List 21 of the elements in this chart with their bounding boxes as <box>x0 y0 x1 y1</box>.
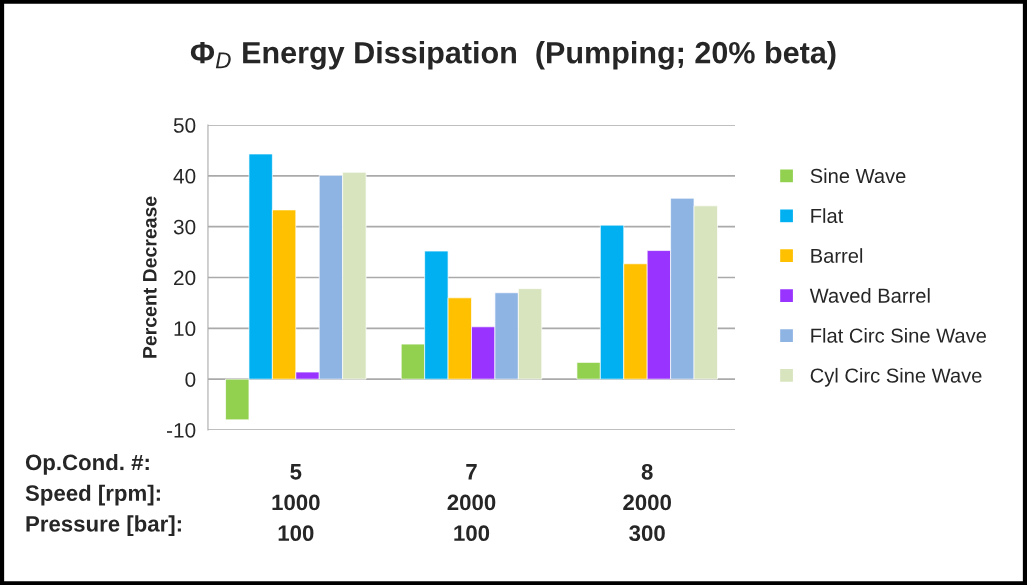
legend-label: Waved Barrel <box>809 288 930 303</box>
text: Speed [rpm]: <box>25 484 160 506</box>
text: Pressure [bar]: <box>26 515 181 537</box>
legend-label: Cyl Circ Sine Wave <box>810 367 982 387</box>
x-tick-label: 8 2000 300 <box>623 463 671 542</box>
y-tick-label: -10 <box>166 422 196 438</box>
text: Op.Cond. #: <box>25 453 149 475</box>
legend-label: Flat Circ Sine Wave <box>811 327 986 343</box>
x-tick-label: 7 2000 100 <box>447 464 496 542</box>
y-tick-label: 30 <box>173 219 196 235</box>
y-tick-label: 10 <box>174 321 196 337</box>
chart-title: Φ$_{D}$ Energy Dissipation (Pumping; 20% beta) <box>190 41 836 70</box>
legend-label: Sine Wave <box>810 168 906 184</box>
y-tick-label: 50 <box>173 118 196 133</box>
y-tick-label: 20 <box>174 270 196 286</box>
legend-label: Flat <box>811 208 844 224</box>
y-axis-title: Percent Decrease <box>143 196 157 358</box>
legend-label: Barrel <box>811 248 863 263</box>
y-tick-label: 40 <box>173 168 196 184</box>
x-tick-label: 5 1000 100 <box>272 464 320 542</box>
y-tick-label: 0 <box>185 372 196 387</box>
